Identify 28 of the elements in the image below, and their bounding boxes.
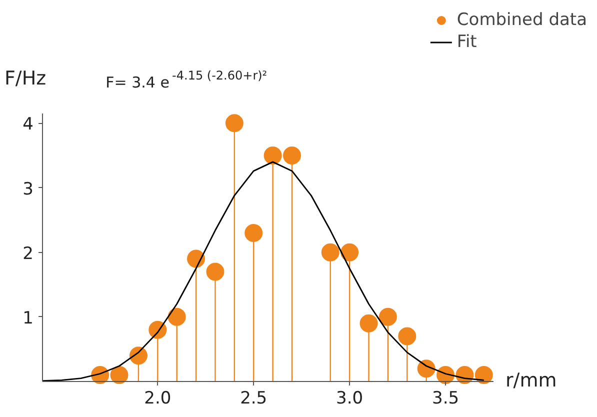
point: [282, 146, 301, 164]
point: [110, 366, 128, 384]
legend-label: Combined data: [456, 10, 587, 30]
y-tick-label: 2: [22, 244, 34, 264]
point: [417, 360, 436, 378]
y-tick-label: 1: [22, 308, 34, 328]
y-tick-label: 3: [22, 179, 34, 200]
point: [244, 224, 263, 242]
point: [360, 314, 378, 332]
point: [340, 243, 359, 262]
point: [225, 114, 244, 132]
point: [129, 346, 148, 365]
x-tick-label: 3.5: [432, 388, 460, 408]
legend-label: Fit: [456, 32, 477, 52]
point: [398, 327, 416, 346]
point: [206, 262, 224, 281]
point: [474, 366, 493, 384]
point: [321, 243, 340, 262]
x-tick-label: 3.0: [336, 388, 364, 408]
y-tick-label: 4: [22, 114, 34, 135]
x-tick-label: 2.0: [144, 388, 172, 408]
x-tick-label: 2.5: [240, 388, 268, 408]
x-axis-title: r/mm: [506, 370, 557, 392]
point: [187, 250, 206, 268]
point: [264, 146, 282, 164]
y-axis-title: F/Hz: [4, 68, 46, 90]
point: [378, 308, 397, 326]
point: [168, 308, 186, 326]
